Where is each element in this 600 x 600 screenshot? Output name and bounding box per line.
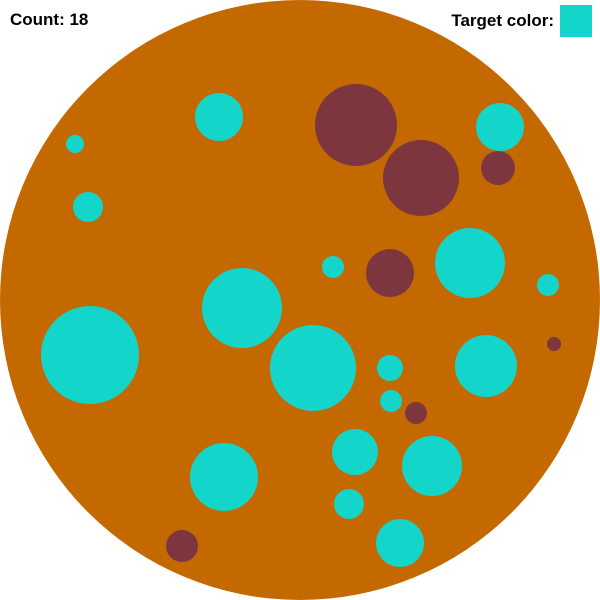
- count-label: Count: 18: [10, 10, 89, 29]
- target-dot[interactable]: [537, 274, 559, 296]
- distractor-dot[interactable]: [315, 84, 397, 166]
- target-dot[interactable]: [402, 436, 462, 496]
- target-dot[interactable]: [190, 443, 258, 511]
- target-dot[interactable]: [377, 355, 403, 381]
- target-dot[interactable]: [270, 325, 356, 411]
- distractor-dot[interactable]: [383, 140, 459, 216]
- target-dot[interactable]: [322, 256, 344, 278]
- distractor-dot[interactable]: [547, 337, 561, 351]
- distractor-dot[interactable]: [481, 151, 515, 185]
- distractor-dot[interactable]: [166, 530, 198, 562]
- dots-layer: [41, 84, 561, 567]
- target-color-label: Target color:: [451, 11, 554, 30]
- target-dot[interactable]: [73, 192, 103, 222]
- target-color-swatch: [560, 5, 592, 37]
- target-dot[interactable]: [332, 429, 378, 475]
- target-dot[interactable]: [380, 390, 402, 412]
- target-dot[interactable]: [202, 268, 282, 348]
- target-dot[interactable]: [41, 306, 139, 404]
- target-dot[interactable]: [334, 489, 364, 519]
- target-indicator: Target color:: [451, 5, 592, 37]
- target-dot[interactable]: [376, 519, 424, 567]
- target-dot[interactable]: [455, 335, 517, 397]
- target-dot[interactable]: [66, 135, 84, 153]
- distractor-dot[interactable]: [366, 249, 414, 297]
- distractor-dot[interactable]: [405, 402, 427, 424]
- target-dot[interactable]: [195, 93, 243, 141]
- target-dot[interactable]: [476, 103, 524, 151]
- target-dot[interactable]: [435, 228, 505, 298]
